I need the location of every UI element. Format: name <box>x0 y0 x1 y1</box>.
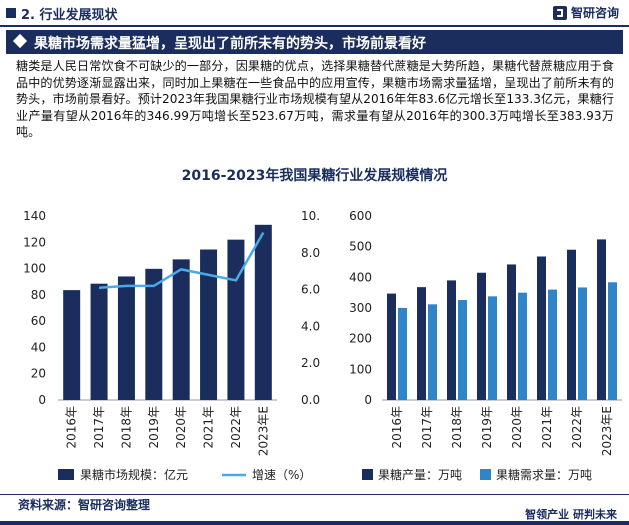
x-tick-label: 2022年 <box>229 406 243 449</box>
x-tick-label: 2023年E <box>600 406 614 456</box>
x-tick-label: 2021年 <box>202 406 216 449</box>
y-axis-tick: 200 <box>349 332 372 346</box>
top-bar: 2. 行业发展现状 智研咨询 <box>0 0 629 27</box>
x-tick-label: 2019年 <box>147 406 161 449</box>
diamond-icon <box>12 33 28 49</box>
slogan: 智领产业 研判未来 <box>525 508 617 521</box>
output-bar <box>447 280 456 400</box>
x-tick-label: 2018年 <box>119 406 133 449</box>
section-marker-icon <box>6 8 16 18</box>
headline-text: 果糖市场需求量猛增，呈现出了前所未有的势头，市场前景看好 <box>34 36 426 52</box>
y-axis-tick: 300 <box>349 301 372 315</box>
demand-bar <box>548 289 557 400</box>
legend-label-growth: 增速（%） <box>252 468 311 482</box>
left-axis-tick: 20 <box>31 367 46 381</box>
output-demand-chart: 0 100 200 300 400 500 600 2016年 2017年 2018年 2019年 2… <box>349 209 622 482</box>
market-size-bar <box>200 249 218 400</box>
market-size-bar <box>145 268 163 400</box>
brand-logo-icon <box>552 5 567 20</box>
x-tick-label: 2020年 <box>174 406 188 449</box>
header-divider <box>0 25 629 27</box>
right-axis-tick: 6.0% <box>301 283 320 297</box>
left-axis-tick: 140 <box>23 209 46 223</box>
brand-logo: 智研咨询 <box>552 4 619 21</box>
y-axis-tick: 0 <box>364 393 372 407</box>
figure-title: 2016-2023年我国果糖行业发展规模情况 <box>181 168 448 184</box>
output-bar <box>537 256 546 400</box>
x-tick-label: 2020年 <box>510 406 524 449</box>
market-size-bar <box>254 224 272 400</box>
left-axis-tick: 60 <box>31 314 46 328</box>
output-bar <box>477 272 486 400</box>
headline-banner: 果糖市场需求量猛增，呈现出了前所未有的势头，市场前景看好 <box>6 30 623 54</box>
y-axis-tick: 400 <box>349 270 372 284</box>
market-size-bar <box>172 259 190 400</box>
legend-swatch-output <box>362 469 373 480</box>
legend-label-output: 果糖产量：万吨 <box>378 467 462 482</box>
growth-line <box>98 231 265 290</box>
output-bar <box>417 287 426 400</box>
output-bar <box>387 293 396 400</box>
bottom-bar <box>0 521 629 525</box>
market-size-bar <box>90 283 108 400</box>
section-title: 2. 行业发展现状 <box>21 8 118 23</box>
left-axis-tick: 100 <box>23 262 46 276</box>
x-tick-label: 2018年 <box>450 406 464 449</box>
legend-swatch-market-size <box>58 469 74 480</box>
x-tick-label: 2017年 <box>92 406 106 449</box>
x-tick-label: 2016年 <box>390 406 404 449</box>
legend-label-demand: 果糖需求量：万吨 <box>496 467 592 482</box>
left-axis-tick: 80 <box>31 288 46 302</box>
demand-bar <box>428 304 437 400</box>
output-bar <box>597 239 606 400</box>
y-axis-tick: 500 <box>349 240 372 254</box>
demand-bar <box>518 292 527 400</box>
left-axis-tick: 0 <box>38 393 46 407</box>
source-note: 资料来源：智研咨询整理 <box>18 498 151 512</box>
y-axis-tick: 100 <box>349 362 372 376</box>
right-axis-tick: 10.0% <box>301 209 320 223</box>
demand-bar <box>398 307 407 400</box>
x-tick-label: 2017年 <box>420 406 434 449</box>
left-axis-tick: 120 <box>23 235 46 249</box>
brand-name: 智研咨询 <box>570 6 619 20</box>
right-axis-tick: 2.0% <box>301 356 320 370</box>
legend-label-market-size: 果糖市场规模：亿元 <box>80 467 188 482</box>
x-tick-label: 2019年 <box>480 406 494 449</box>
x-tick-label: 2022年 <box>570 406 584 449</box>
x-tick-label: 2023年E <box>256 406 270 456</box>
demand-bar <box>608 282 617 400</box>
market-size-bar <box>63 290 81 400</box>
footer-divider <box>0 494 629 495</box>
x-tick-label: 2021年 <box>540 406 554 449</box>
left-axis-tick: 40 <box>31 340 46 354</box>
body-paragraph: 糖类是人民日常饮食不可缺少的一部分，因果糖的优点，选择果糖替代蔗糖是大势所趋，果… <box>16 59 614 139</box>
demand-bar <box>458 300 467 400</box>
output-bar <box>567 249 576 400</box>
right-axis-tick: 0.0% <box>301 393 320 407</box>
market-size-bar <box>117 276 135 400</box>
right-axis-tick: 8.0% <box>301 246 320 260</box>
demand-bar <box>488 296 497 400</box>
x-tick-label: 2016年 <box>65 406 79 449</box>
market-size-bar <box>227 239 245 400</box>
y-axis-tick: 600 <box>349 209 372 223</box>
market-size-chart: 0 20 40 60 80 100 120 140 0.0% 2.0% 4.0% 6.0% 8.0% 10… <box>23 209 320 482</box>
legend-swatch-demand <box>480 469 491 480</box>
output-bar <box>507 264 516 400</box>
right-axis-tick: 4.0% <box>301 319 320 333</box>
demand-bar <box>578 287 587 400</box>
